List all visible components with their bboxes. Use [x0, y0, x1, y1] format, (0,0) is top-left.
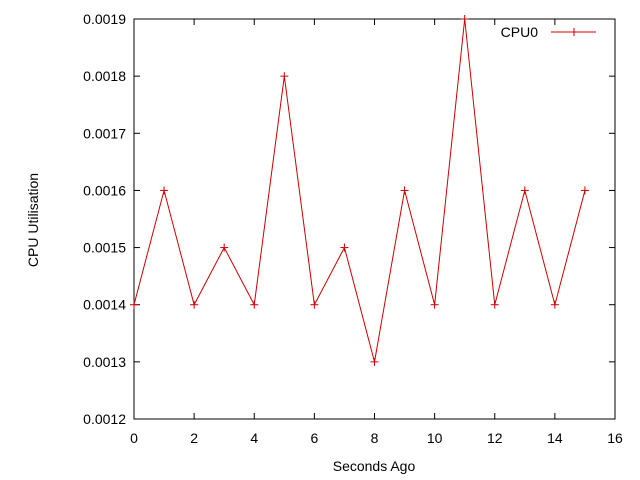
x-tick-label: 16: [607, 430, 623, 446]
y-tick-label: 0.0018: [83, 68, 126, 84]
x-axis-ticks: 0 2 4 6 8 10 12 14 16: [130, 19, 623, 446]
y-tick-label: 0.0016: [83, 182, 126, 198]
data-point-marker: [580, 186, 589, 195]
data-point-marker: [250, 300, 259, 309]
x-tick-label: 14: [547, 430, 563, 446]
data-point-marker: [430, 300, 439, 309]
data-point-marker: [310, 300, 319, 309]
series-layer: [130, 15, 589, 366]
x-tick-label: 2: [190, 430, 198, 446]
data-point-marker: [130, 300, 138, 309]
x-tick-label: 6: [310, 430, 318, 446]
data-point-marker: [490, 300, 499, 309]
x-tick-label: 4: [250, 430, 258, 446]
x-tick-label: 8: [371, 430, 379, 446]
data-point-marker: [190, 300, 199, 309]
y-tick-label: 0.0014: [83, 297, 126, 313]
y-tick-label: 0.0013: [83, 354, 126, 370]
data-point-marker: [370, 357, 379, 366]
legend-label-cpu0: CPU0: [501, 24, 539, 40]
data-point-marker: [400, 186, 409, 195]
legend-marker-cpu0: [570, 28, 578, 36]
y-tick-label: 0.0012: [83, 411, 126, 427]
data-point-marker: [340, 243, 349, 252]
x-tick-label: 10: [427, 430, 443, 446]
data-point-marker: [220, 243, 229, 252]
data-point-marker: [550, 300, 559, 309]
data-point-marker: [280, 72, 289, 81]
y-tick-label: 0.0015: [83, 240, 126, 256]
legend: CPU0: [501, 24, 596, 40]
y-axis-label: CPU Utilisation: [25, 173, 41, 267]
x-tick-label: 0: [130, 430, 138, 446]
y-tick-label: 0.0017: [83, 125, 126, 141]
series-line-cpu0: [133, 18, 586, 362]
data-point-marker: [460, 15, 469, 23]
data-point-marker: [160, 186, 169, 195]
x-tick-label: 12: [487, 430, 503, 446]
y-tick-label: 0.0019: [83, 11, 126, 27]
data-point-marker: [520, 186, 529, 195]
x-axis-label: Seconds Ago: [333, 458, 416, 474]
y-axis-ticks: 0.0012 0.0013 0.0014 0.0015 0.0016 0.0017 0.00…: [83, 11, 615, 427]
